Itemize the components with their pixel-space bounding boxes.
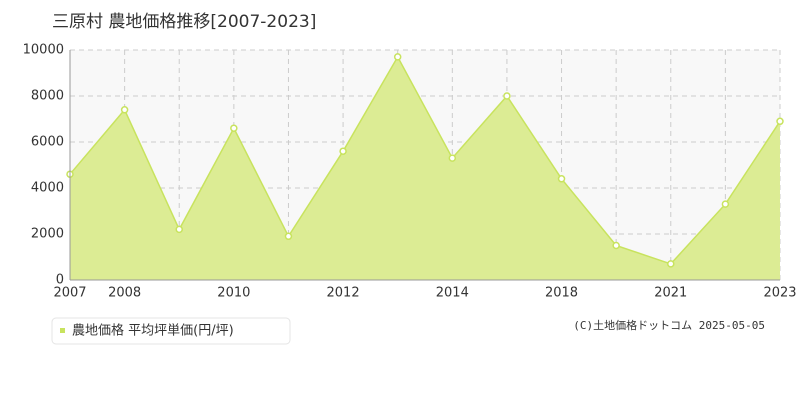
point: [393, 53, 402, 61]
copyright: (C)土地価格ドットコム 2025-05-05: [573, 318, 765, 332]
x-tick-label: 2007: [53, 286, 86, 301]
legend-box: [51, 317, 291, 345]
x-tick-label: 2010: [217, 286, 250, 301]
x-tick-label: 2021: [654, 286, 687, 301]
area: [70, 56, 780, 281]
chart-title: 三原村 農地価格推移[2007-2023]: [52, 12, 316, 32]
point: [612, 241, 620, 250]
line: [69, 55, 781, 265]
point: [230, 124, 238, 132]
y-tick-label: 0: [56, 273, 64, 288]
point: [503, 92, 511, 100]
x-tick-label: 2023: [763, 286, 796, 301]
y-tick-label: 4000: [31, 181, 64, 196]
point: [120, 106, 129, 114]
point: [721, 200, 730, 208]
point: [175, 225, 183, 234]
y-tick-label: 6000: [31, 135, 64, 150]
point: [776, 117, 784, 126]
y-tick-label: 10000: [23, 43, 64, 58]
x-tick-label: 2014: [436, 286, 469, 301]
point: [667, 260, 675, 268]
x-tick-label: 2018: [545, 286, 578, 301]
legend-swatch: [60, 328, 65, 333]
x-tick-label: 2008: [108, 286, 141, 301]
legend-label: 農地価格 平均坪単価(円/坪): [72, 323, 234, 339]
point: [448, 154, 457, 162]
y-tick-label: 2000: [31, 227, 64, 242]
x-tick-label: 2012: [327, 286, 360, 301]
point: [339, 147, 347, 155]
y-tick-label: 8000: [31, 89, 64, 104]
point: [557, 175, 566, 183]
point: [284, 232, 293, 241]
